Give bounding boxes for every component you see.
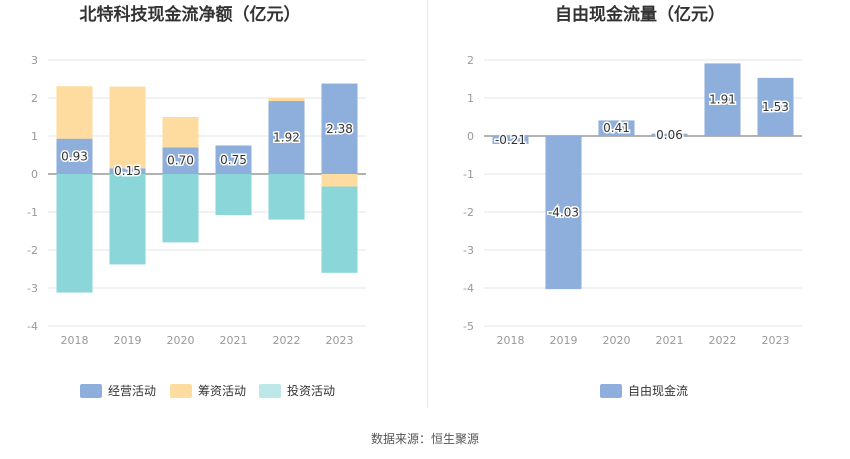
x-tick-label-0: 2021	[220, 334, 248, 347]
y-tick-label-1: -5	[463, 320, 474, 333]
bar-financing-2019	[109, 86, 146, 169]
x-tick-label-1: 2019	[550, 334, 578, 347]
y-tick-label-1: -3	[463, 244, 474, 257]
y-tick-label-1: 2	[467, 54, 474, 67]
bar-operating-2021	[215, 145, 252, 174]
panel-divider	[427, 0, 428, 408]
data-label-operating-2019: 0.15	[114, 164, 141, 178]
legend-swatch-investing	[259, 384, 281, 398]
data-label-free_cash_flow-2018: -0.21	[495, 133, 526, 147]
data-label-free_cash_flow-2022: 1.91	[709, 93, 736, 107]
bar-financing-2023	[321, 174, 358, 187]
x-tick-label-0: 2020	[167, 334, 195, 347]
data-label-operating-2022: 1.92	[273, 131, 300, 145]
x-tick-label-0: 2018	[61, 334, 89, 347]
bar-financing-2018	[56, 86, 93, 139]
data-label-operating-2018: 0.93	[61, 149, 88, 163]
bar-investing-2020	[162, 174, 199, 243]
legend-swatch-operating	[80, 384, 102, 398]
bar-financing-2020	[162, 117, 199, 148]
x-tick-label-1: 2018	[497, 334, 525, 347]
y-tick-label-0: -1	[27, 206, 38, 219]
bar-free_cash_flow-2020	[598, 120, 635, 136]
data-label-free_cash_flow-2019: -4.03	[548, 206, 579, 220]
bar-free_cash_flow-2019	[545, 136, 582, 290]
y-tick-label-1: -4	[463, 282, 474, 295]
x-tick-label-0: 2019	[114, 334, 142, 347]
data-label-free_cash_flow-2020: 0.41	[603, 121, 630, 135]
bar-operating-2022	[268, 101, 305, 174]
y-tick-label-0: 2	[31, 92, 38, 105]
bar-investing-2018	[56, 174, 93, 293]
bar-free_cash_flow-2023	[757, 77, 794, 136]
x-tick-label-1: 2023	[762, 334, 790, 347]
x-tick-label-0: 2023	[326, 334, 354, 347]
y-tick-label-1: -2	[463, 206, 474, 219]
x-tick-label-0: 2022	[273, 334, 301, 347]
legend-label-operating: 经营活动	[108, 384, 156, 398]
data-label-free_cash_flow-2021: 0.06	[656, 128, 683, 142]
data-label-operating-2020: 0.70	[167, 154, 194, 168]
y-tick-label-0: -3	[27, 282, 38, 295]
x-tick-label-1: 2022	[709, 334, 737, 347]
y-tick-label-0: 3	[31, 54, 38, 67]
bar-investing-2021	[215, 174, 252, 216]
data-source-note: 数据来源：恒生聚源	[370, 432, 479, 446]
y-tick-label-0: -4	[27, 320, 38, 333]
bar-financing-2022	[268, 98, 305, 102]
legend-label-financing: 筹资活动	[198, 384, 246, 398]
y-tick-label-0: -2	[27, 244, 38, 257]
bar-operating-2019	[109, 168, 146, 174]
y-tick-label-0: 1	[31, 130, 38, 143]
bar-free_cash_flow-2018	[492, 136, 529, 144]
chart-title-0: 北特科技现金流净额（亿元）	[80, 4, 301, 25]
bar-investing-2019	[109, 174, 146, 265]
y-tick-label-1: -1	[463, 168, 474, 181]
bar-investing-2022	[268, 174, 305, 220]
legend-label-free_cash_flow: 自由现金流	[628, 383, 688, 398]
bar-operating-2020	[162, 147, 199, 174]
bar-operating-2018	[56, 138, 93, 174]
y-tick-label-1: 1	[467, 92, 474, 105]
bar-operating-2023	[321, 83, 358, 174]
bar-free_cash_flow-2022	[704, 63, 741, 136]
bar-investing-2023	[321, 186, 358, 273]
legend-label-investing: 投资活动	[287, 383, 335, 398]
y-tick-label-1: 0	[467, 130, 474, 143]
data-label-operating-2023: 2.38	[326, 122, 353, 136]
y-tick-label-0: 0	[31, 168, 38, 181]
x-tick-label-1: 2020	[603, 334, 631, 347]
bar-free_cash_flow-2021	[651, 133, 688, 136]
legend-swatch-financing	[170, 384, 192, 398]
data-label-free_cash_flow-2023: 1.53	[762, 100, 789, 114]
chart-title-1: 自由现金流量（亿元）	[555, 4, 725, 25]
legend-swatch-free_cash_flow	[600, 384, 622, 398]
data-label-operating-2021: 0.75	[220, 153, 247, 167]
x-tick-label-1: 2021	[656, 334, 684, 347]
